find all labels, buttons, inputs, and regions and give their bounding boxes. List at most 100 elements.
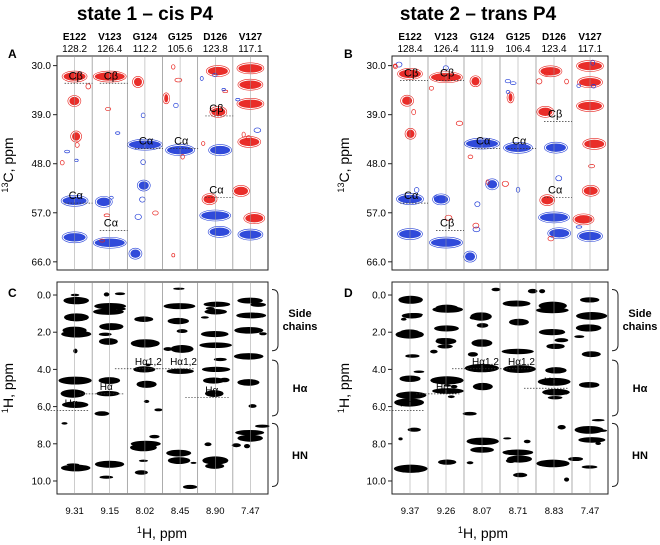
proton-noise-peak <box>70 293 80 297</box>
hn-shift-label: 9.31 <box>65 506 84 517</box>
carbon-peak <box>584 139 605 149</box>
proton-peak <box>237 297 263 304</box>
carbon-peak-contour <box>201 193 218 205</box>
carbon-atom-label: Cβ <box>104 70 118 82</box>
proton-peak <box>166 449 192 457</box>
proton-peak <box>204 309 227 315</box>
proton-peak <box>536 459 570 468</box>
proton-peak <box>578 381 600 388</box>
carbon-noise-contour <box>472 222 480 229</box>
carbon-peak <box>138 181 149 190</box>
proton-noise-peak <box>72 333 86 336</box>
carbon-noise-contour <box>590 59 596 66</box>
proton-tick-label: 8.0 <box>372 439 386 450</box>
carbon-atom-label: Cβ <box>440 217 454 229</box>
carbon-peak-contour <box>94 196 113 208</box>
proton-noise-peak <box>491 287 501 292</box>
proton-peak <box>203 301 231 307</box>
residue-label: G125 <box>168 32 193 43</box>
proton-noise-peak <box>94 411 110 416</box>
carbon-peak-contour <box>243 212 266 225</box>
proton-atom-label: Hα1,2 <box>508 357 535 368</box>
proton-noise-peak <box>436 338 448 341</box>
proton-noise-peak <box>73 348 78 354</box>
carbon-peak-contour <box>209 106 228 118</box>
proton-tick-label: 6.0 <box>37 402 51 413</box>
proton-peak <box>64 313 89 322</box>
carbon-peak-contour <box>544 141 568 154</box>
proton-peak <box>237 379 260 386</box>
panel-letter-d: D <box>344 286 353 300</box>
carbon-atom-label: Cα <box>139 136 154 148</box>
residue-label: V123 <box>98 32 122 43</box>
proton-peak <box>167 457 191 464</box>
proton-tick-label: 4.0 <box>37 365 51 376</box>
carbon-peak-contour <box>572 213 595 226</box>
proton-noise-peak <box>219 377 230 383</box>
proton-atom-label: Hα <box>65 399 78 410</box>
proton-noise-peak <box>557 424 566 430</box>
carbon-tick-label: 39.0 <box>32 110 52 121</box>
state-2-proton-marks <box>393 287 608 482</box>
proton-noise-peak <box>591 419 605 422</box>
proton-peak <box>133 366 156 373</box>
proton-tick-label: 8.0 <box>37 439 51 450</box>
hn-shift-label: 8.71 <box>509 506 528 517</box>
proton-noise-peak <box>547 396 563 400</box>
proton-noise-peak <box>250 302 266 307</box>
region-bracket <box>611 422 619 488</box>
proton-peak <box>167 317 190 325</box>
carbon-peak-contour <box>506 91 515 104</box>
proton-noise-peak <box>568 456 584 462</box>
proton-atom-label: Hα <box>205 386 218 397</box>
proton-noise-peak <box>206 378 221 382</box>
proton-noise-peak <box>523 439 531 444</box>
region-bracket-label: chains <box>283 321 318 333</box>
carbon-peak <box>207 66 228 76</box>
proton-peak <box>438 459 457 465</box>
carbon-peak-contour <box>581 184 600 197</box>
proton-atom-label: Hα <box>544 376 557 387</box>
carbon-tick-label: 57.0 <box>367 208 387 219</box>
n15-shift-label: 126.4 <box>97 44 122 55</box>
state-1-title-text: state 1 – cis P4 <box>77 4 214 25</box>
n15-shift-label: 111.9 <box>470 44 494 55</box>
carbon-peak <box>133 77 142 87</box>
carbon-noise-contour <box>485 179 490 185</box>
carbon-peak-contour <box>206 65 230 77</box>
carbon-peak-contour <box>237 136 262 148</box>
carbon-peak-contour <box>404 127 417 140</box>
carbon-noise-contour <box>241 131 246 138</box>
proton-noise-peak <box>558 329 565 334</box>
proton-peak <box>579 297 600 303</box>
proton-noise-peak <box>149 434 160 439</box>
carbon-peak <box>209 227 230 237</box>
proton-peak <box>545 367 567 374</box>
region-bracket <box>611 288 619 352</box>
carbon-axis-title-left: 13C, ppm <box>0 137 16 192</box>
carbon-peak-contour <box>207 226 232 238</box>
carbon-noise-contour <box>455 120 464 126</box>
proton-noise-peak <box>527 288 538 294</box>
hn-shift-label: 7.47 <box>581 506 600 517</box>
n15-shift-label: 126.4 <box>433 44 458 55</box>
region-bracket-label: Hα <box>633 383 648 395</box>
proton-peak <box>170 345 194 353</box>
proton-atom-label: Hα1,2 <box>135 357 162 368</box>
proton-noise-peak <box>231 443 241 448</box>
region-bracket <box>271 359 279 417</box>
residue-label: V123 <box>434 32 458 43</box>
proton-noise-peak <box>143 399 150 403</box>
proton-noise-peak <box>103 292 110 297</box>
residue-label: D126 <box>542 32 566 43</box>
residue-label: G124 <box>133 32 158 43</box>
proton-noise-peak <box>204 442 212 447</box>
residue-label: G124 <box>470 32 495 43</box>
proton-noise-peak <box>255 424 270 428</box>
carbon-noise-contour <box>134 213 142 220</box>
proton-peak <box>535 307 569 314</box>
proton-noise-peak <box>248 404 257 408</box>
proton-peak <box>130 339 160 348</box>
proton-peak <box>574 425 604 434</box>
